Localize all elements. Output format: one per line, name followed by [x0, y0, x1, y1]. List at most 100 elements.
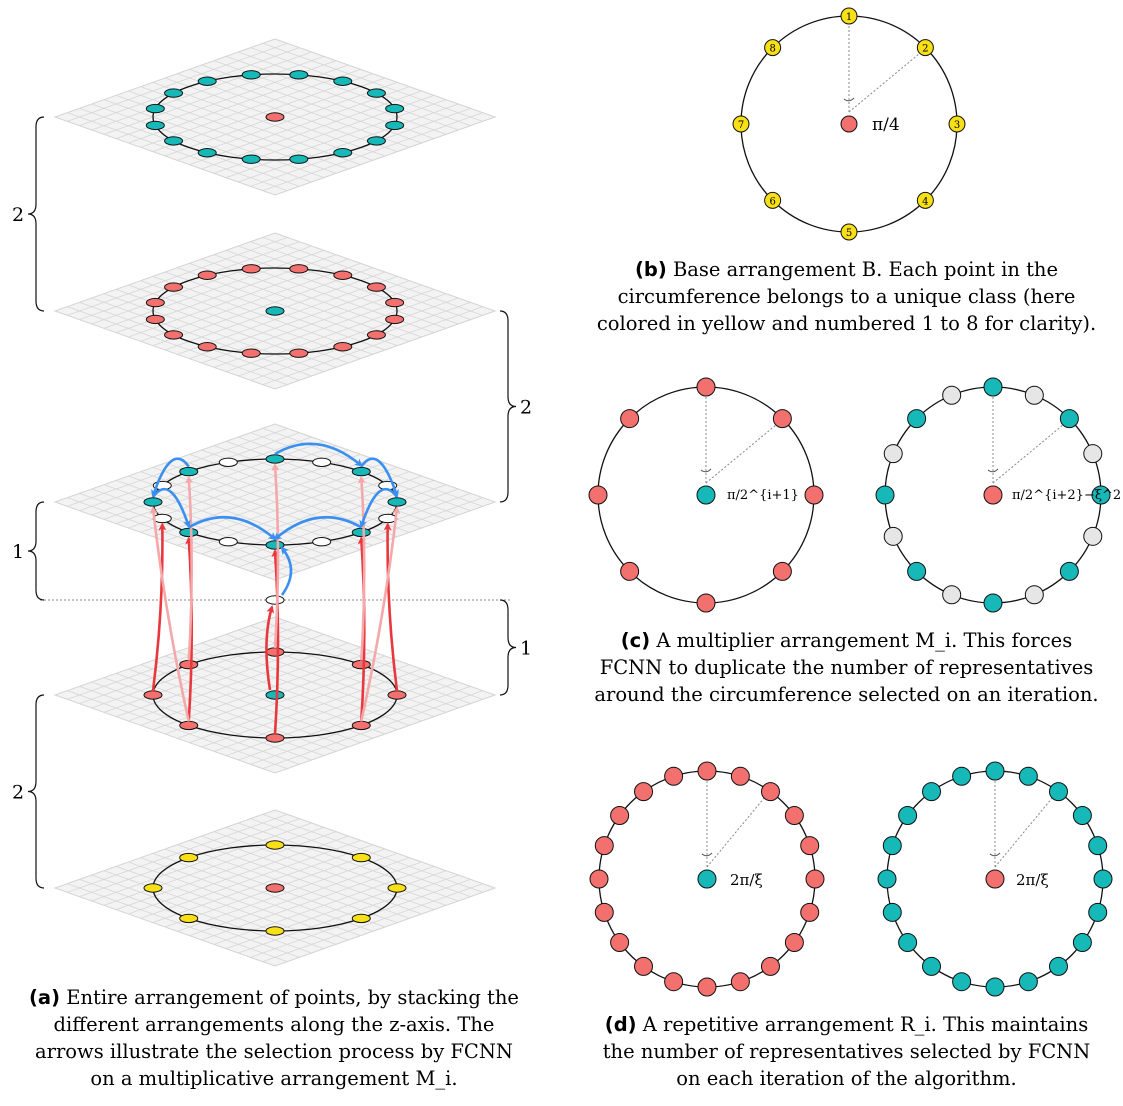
grid-line	[238, 297, 459, 377]
ring-point	[634, 956, 654, 976]
panel-d-left-diagram: 2π/ξ	[589, 761, 825, 997]
ring-point	[1088, 836, 1108, 856]
brace-bottom: 2	[12, 694, 45, 889]
caption-d-line3: on each iteration of the algorithm.	[676, 1067, 1017, 1090]
ring-point	[289, 154, 309, 164]
ring-point	[1024, 385, 1044, 405]
ring-point	[588, 485, 608, 505]
angle-arc	[987, 468, 999, 473]
caption-d-line1: A repetitive arrangement R_i. This maint…	[642, 1013, 1089, 1036]
ring-point	[730, 972, 750, 992]
caption-a-line1: Entire arrangement of points, by stackin…	[66, 986, 519, 1009]
ring-point	[800, 836, 820, 856]
center-point	[983, 485, 1003, 505]
ring-point	[883, 444, 903, 464]
ring-point	[877, 869, 897, 889]
center-point	[265, 306, 285, 316]
ring-point	[1059, 409, 1079, 429]
ring-point	[385, 120, 405, 131]
ring-point	[366, 136, 386, 146]
ring-point	[145, 120, 165, 131]
ring-point	[143, 497, 163, 507]
caption-d: (d) A repetitive arrangement R_i. This m…	[570, 1011, 1123, 1092]
ring-point	[179, 466, 199, 477]
ring-point	[289, 70, 309, 80]
ring-point	[610, 932, 630, 952]
selection-arrow-red	[149, 506, 191, 722]
caption-c-line1: A multiplier arrangement M_i. This force…	[656, 629, 1073, 652]
selection-arrow-red	[383, 522, 399, 692]
selection-arrow-blue	[273, 515, 362, 541]
ring-point	[265, 540, 285, 550]
ring-point	[145, 297, 165, 308]
layer-base-multiplier	[53, 616, 497, 774]
class-number: 6	[769, 196, 775, 207]
ring-point	[164, 88, 184, 98]
ring-point	[241, 154, 261, 164]
center-point	[265, 112, 285, 122]
ring-point	[385, 314, 405, 325]
ring-point	[907, 409, 927, 429]
selection-arrow-red	[271, 549, 280, 735]
center-point	[696, 485, 716, 505]
angle-label-d-right: 2π/ξ	[1016, 871, 1049, 889]
ring-point	[760, 782, 780, 802]
grid-line	[67, 112, 288, 192]
ring-point	[1083, 444, 1103, 464]
grid-line	[262, 497, 483, 577]
center-point	[985, 869, 1005, 889]
brace-label: 1	[520, 638, 532, 660]
caption-a-tag: (a)	[29, 986, 60, 1009]
ring-point	[179, 527, 199, 538]
class-number: 3	[954, 120, 960, 131]
grid-line	[262, 306, 483, 386]
ring-point	[179, 852, 199, 863]
ring-point	[312, 457, 332, 467]
ring-point	[916, 191, 934, 209]
brace-label: 2	[12, 782, 24, 804]
ring-point	[1048, 782, 1068, 802]
ring-point	[241, 70, 261, 80]
selection-arrow-blue	[280, 546, 293, 596]
ring-point	[882, 836, 902, 856]
selection-arrow-blue	[274, 442, 363, 467]
selection-arrow-red	[151, 522, 167, 692]
selection-arrow-red	[271, 463, 280, 649]
class-number: 7	[738, 120, 744, 131]
selection-arrow-red	[265, 605, 275, 691]
panel-a-stack: 2 2 1 1 2	[12, 38, 532, 967]
ring-point	[784, 932, 804, 952]
caption-a-line4: on a multiplicative arrangement M_i.	[90, 1067, 458, 1090]
ring-point	[1024, 585, 1044, 605]
grid-line	[262, 690, 483, 770]
ring-point	[143, 883, 163, 893]
brace-label: 2	[520, 397, 532, 419]
ring-point	[664, 766, 684, 786]
ring-point	[241, 348, 261, 358]
selection-arrow-blue	[188, 515, 277, 541]
brace-path	[27, 694, 45, 889]
grid-line	[67, 306, 288, 386]
ring-point	[387, 883, 407, 893]
caption-b-line3: colored in yellow and numbered 1 to 8 fo…	[596, 312, 1097, 335]
ring-point	[265, 647, 285, 657]
ring-point	[164, 136, 184, 146]
ring-point	[1048, 956, 1068, 976]
ring-point	[366, 330, 386, 340]
ring-point	[772, 561, 792, 581]
ring-point	[922, 956, 942, 976]
ring-point	[804, 485, 824, 505]
ring-point	[289, 264, 309, 274]
selection-arrow-red	[357, 536, 366, 722]
caption-b-line1: Base arrangement B. Each point in the	[672, 258, 1059, 281]
brace-left-mid: 1	[12, 501, 45, 601]
ring-point	[764, 39, 782, 57]
ring-point	[922, 782, 942, 802]
selection-arrow-blue	[151, 457, 190, 498]
panel-c-right-diagram	[875, 377, 1111, 613]
ring-point	[942, 585, 962, 605]
ring-point	[732, 115, 750, 133]
angle-arc	[701, 852, 713, 857]
panel-d-right-diagram: 2π/ξ	[877, 761, 1113, 997]
